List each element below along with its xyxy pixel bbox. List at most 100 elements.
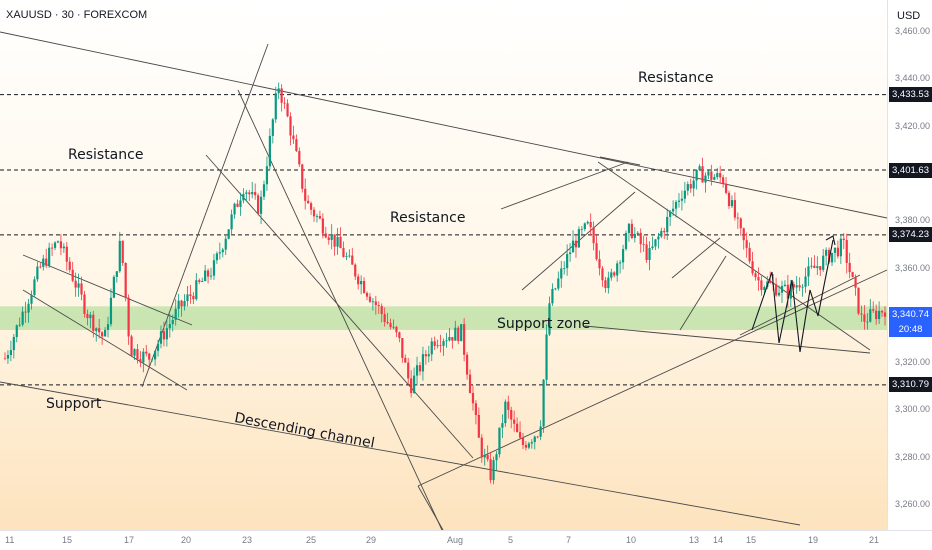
candle-body xyxy=(757,277,760,281)
candle-body xyxy=(383,314,386,323)
currency-label: USD xyxy=(897,10,921,22)
candle-body xyxy=(377,305,380,307)
x-tick-label: 25 xyxy=(306,535,317,545)
candle-body xyxy=(283,102,286,104)
candle-body xyxy=(530,442,533,444)
candle-body xyxy=(689,184,692,189)
candle-body xyxy=(863,314,866,322)
candle-body xyxy=(719,173,722,178)
candle-body xyxy=(448,337,451,341)
candle-body xyxy=(595,243,598,260)
x-tick-label: 5 xyxy=(508,535,514,545)
candle-body xyxy=(209,275,213,277)
candle-body xyxy=(48,247,51,266)
candle-body xyxy=(724,183,728,193)
candle-body xyxy=(839,238,842,257)
candle-body xyxy=(230,214,233,230)
level-price-tag: 3,433.53 xyxy=(889,87,932,103)
candle-body xyxy=(271,119,274,136)
candle-body xyxy=(268,135,271,167)
candle-body xyxy=(789,284,792,299)
candle-body xyxy=(551,288,554,304)
candle-body xyxy=(630,223,633,238)
candle-body xyxy=(95,328,98,332)
symbol-title: XAUUSD · 30 · FOREXCOM xyxy=(6,9,148,21)
candle-body xyxy=(468,374,472,394)
candle-body xyxy=(12,337,15,351)
trendline xyxy=(0,381,801,526)
candle-body xyxy=(112,276,115,298)
candle-body xyxy=(648,248,651,260)
candle-body xyxy=(489,459,492,481)
x-tick-label: 23 xyxy=(242,535,253,545)
candle-body xyxy=(251,192,254,195)
candle-body xyxy=(321,218,324,234)
candle-body xyxy=(701,166,704,183)
candle-body xyxy=(280,88,283,103)
candle-body xyxy=(165,328,168,340)
candle-body xyxy=(171,319,174,325)
candle-body xyxy=(371,301,374,303)
x-tick-label: 7 xyxy=(566,535,572,545)
y-tick-label: 3,360.00 xyxy=(895,262,931,273)
candle-body xyxy=(277,88,280,94)
candle-body xyxy=(860,313,863,315)
candle-body xyxy=(660,230,663,237)
candle-body xyxy=(56,241,60,243)
candle-body xyxy=(577,229,581,248)
candle-body xyxy=(669,211,672,217)
candle-body xyxy=(248,192,251,195)
candle-body xyxy=(880,310,884,313)
candle-body xyxy=(777,292,781,296)
candle-body xyxy=(516,423,519,433)
candle-body xyxy=(722,177,725,184)
candle-body xyxy=(127,297,130,337)
candle-body xyxy=(374,301,377,306)
candle-body xyxy=(154,350,157,360)
candle-body xyxy=(86,313,89,319)
candle-body xyxy=(627,223,631,233)
candle-body xyxy=(215,253,219,261)
candle-body xyxy=(304,188,307,201)
candle-body xyxy=(156,343,160,351)
support-zone-band xyxy=(0,306,887,330)
candle-body xyxy=(312,209,316,217)
candle-body xyxy=(339,237,342,249)
candle-body xyxy=(53,242,57,248)
candle-body xyxy=(819,266,822,270)
candle-body xyxy=(542,379,545,427)
candle-body xyxy=(583,223,586,230)
candle-body xyxy=(345,256,348,258)
candle-body xyxy=(878,310,881,320)
chart-background xyxy=(0,0,887,530)
candle-body xyxy=(433,341,436,346)
candle-body xyxy=(763,287,766,290)
y-tick-label: 3,320.00 xyxy=(895,357,931,368)
x-tick-label: 13 xyxy=(689,535,700,545)
x-tick-label: 21 xyxy=(869,535,880,545)
candle-body xyxy=(775,284,778,296)
candle-body xyxy=(848,262,851,273)
candle-body xyxy=(507,401,510,410)
candle-body xyxy=(486,454,489,460)
candle-body xyxy=(148,353,151,360)
candle-body xyxy=(619,262,622,264)
candle-body xyxy=(9,350,12,355)
candle-body xyxy=(695,169,698,181)
candle-body xyxy=(495,454,498,461)
x-tick-label: 17 xyxy=(124,535,135,545)
time-axis[interactable] xyxy=(0,530,932,550)
candle-body xyxy=(654,239,657,247)
candle-body xyxy=(598,259,601,269)
candle-body xyxy=(692,180,695,189)
trendline xyxy=(500,161,629,210)
candle-body xyxy=(424,354,427,357)
y-tick-label: 3,280.00 xyxy=(895,451,931,462)
candle-body xyxy=(663,230,666,233)
candle-body xyxy=(748,247,751,262)
trendline xyxy=(739,274,861,336)
candle-body xyxy=(336,237,339,247)
level-price-tag: 3,374.23 xyxy=(889,227,932,243)
candle-body xyxy=(807,266,810,277)
